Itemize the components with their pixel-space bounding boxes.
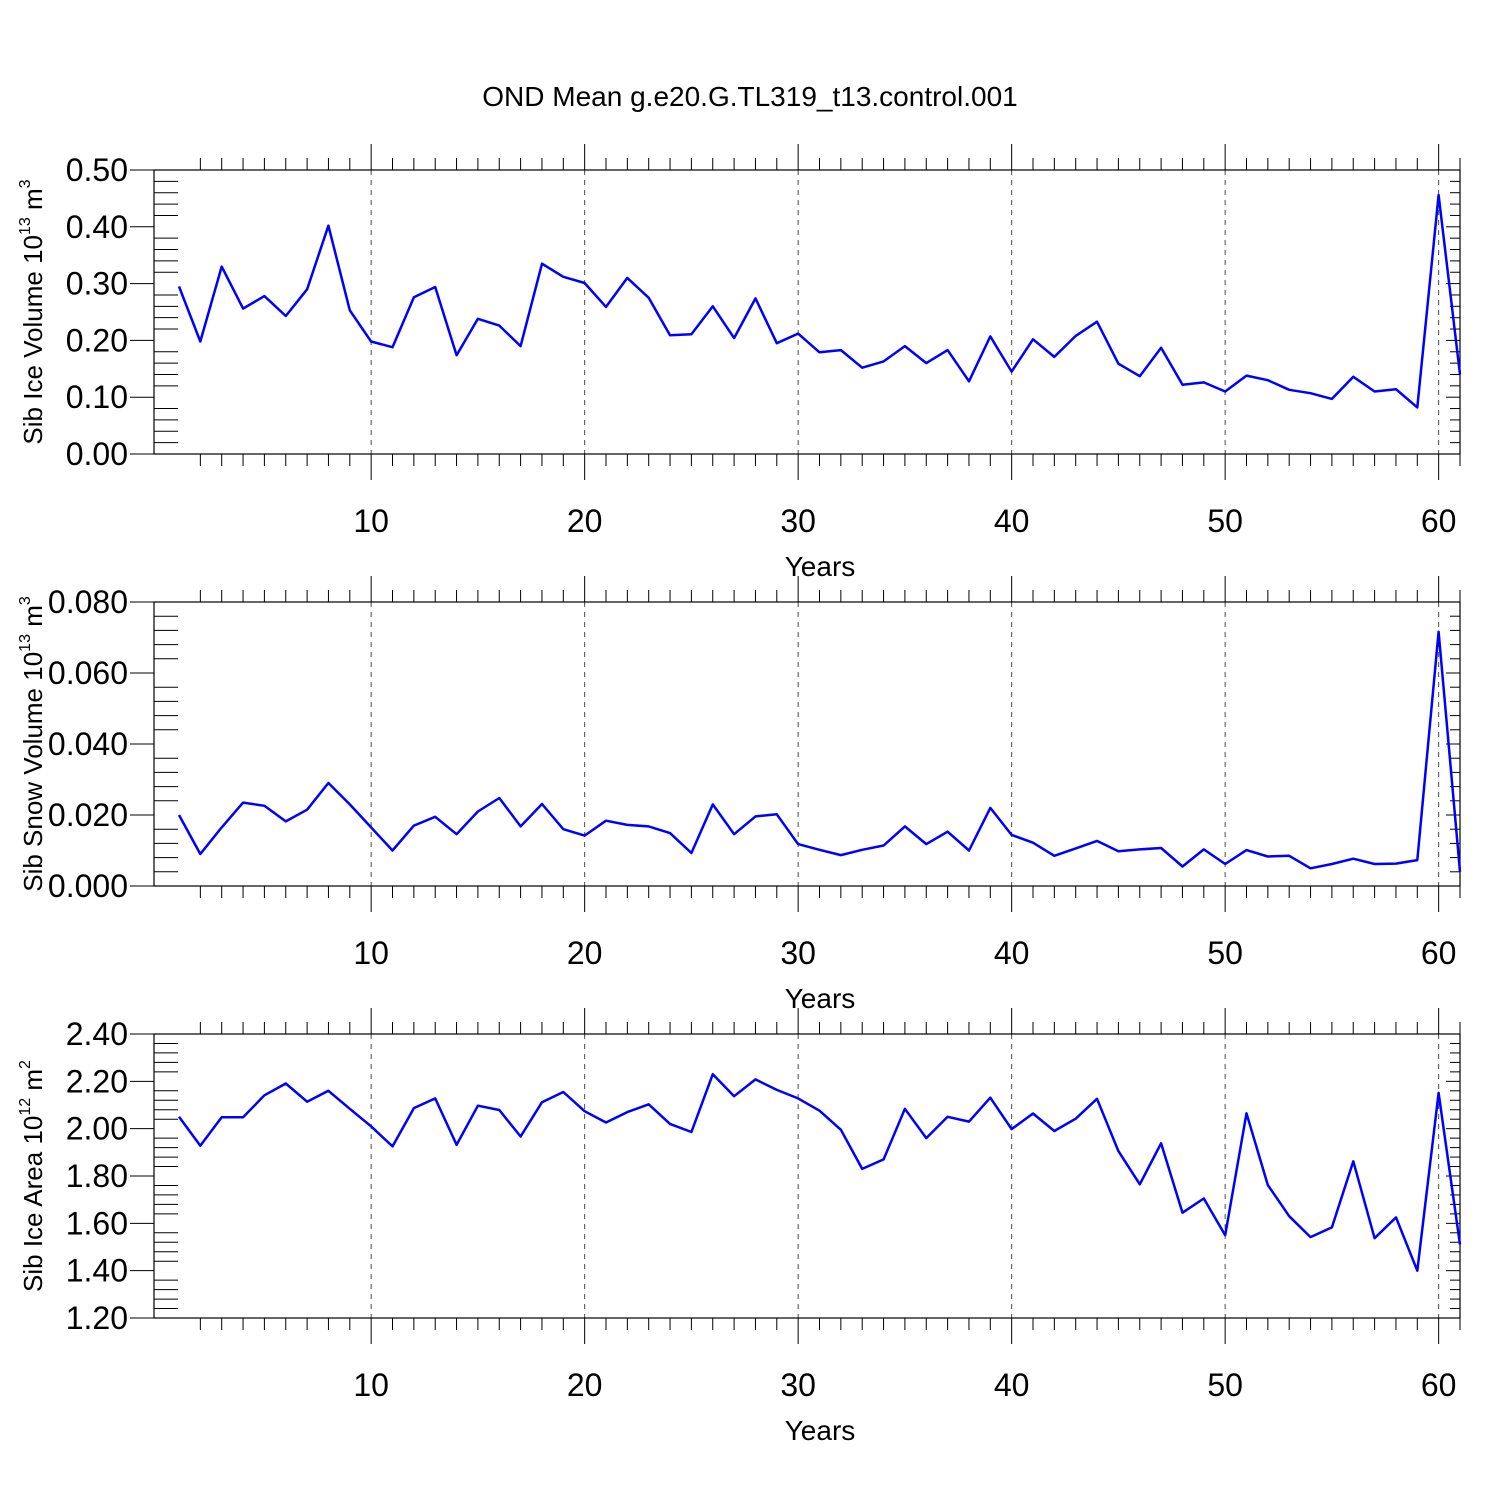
- y-tick-label: 1.80: [66, 1158, 128, 1194]
- y-tick-label: 2.20: [66, 1063, 128, 1099]
- x-tick-label: 20: [567, 503, 603, 539]
- y-tick-label: 0.080: [48, 584, 128, 620]
- x-tick-label: 20: [567, 935, 603, 971]
- y-tick-label: 0.060: [48, 655, 128, 691]
- y-axis-label-main: Sib Ice Area 10: [18, 1116, 48, 1292]
- y-tick-label: 0.20: [66, 322, 128, 358]
- series-line-snow-volume: [177, 630, 1462, 872]
- panels: 0.00 0.10 0.20 0.30 0.40 0.50 10 20 30 40 50 60 Year…: [17, 144, 1462, 1446]
- x-tick-label: 40: [994, 503, 1030, 539]
- y-axis-label-exp: 13: [17, 634, 34, 652]
- x-tick-label: 10: [353, 1367, 389, 1403]
- x-tick-label: 30: [780, 935, 816, 971]
- x-tick-label: 30: [780, 1367, 816, 1403]
- y-tick-label: 0.50: [66, 152, 128, 188]
- y-axis-label-unit-exp: 2: [17, 1060, 34, 1069]
- x-tick-label: 10: [353, 503, 389, 539]
- x-tick-label: 40: [994, 1367, 1030, 1403]
- y-axis-label-main: Sib Snow Volume 10: [18, 652, 48, 892]
- y-axis-label-unit-exp: 3: [17, 596, 34, 605]
- chart-title: OND Mean g.e20.G.TL319_t13.control.001: [482, 81, 1017, 112]
- y-tick-label: 0.40: [66, 209, 128, 245]
- x-tick-label: 50: [1207, 503, 1243, 539]
- x-tick-label: 10: [353, 935, 389, 971]
- y-tick-label: 0.00: [66, 436, 128, 472]
- y-tick-label: 0.040: [48, 726, 128, 762]
- y-axis-label-main: Sib Ice Volume 10: [18, 235, 48, 445]
- y-axis-label-unit: m: [18, 605, 48, 634]
- y-axis-label-exp: 13: [17, 217, 34, 235]
- y-tick-label: 2.00: [66, 1111, 128, 1147]
- x-axis-label: Years: [785, 983, 856, 1014]
- x-tick-label: 50: [1207, 935, 1243, 971]
- series-line-ice-volume: [177, 193, 1462, 409]
- y-axis-label: Sib Ice Area 1012 m2: [17, 1060, 48, 1292]
- panel-ice-volume: 0.00 0.10 0.20 0.30 0.40 0.50 10 20 30 40 50 60 Year…: [17, 144, 1462, 582]
- y-axis-label: Sib Snow Volume 1013 m3: [17, 596, 48, 892]
- x-tick-label: 60: [1421, 935, 1457, 971]
- x-tick-label: 60: [1421, 503, 1457, 539]
- plot-frame: [153, 169, 1461, 455]
- x-tick-label: 50: [1207, 1367, 1243, 1403]
- y-tick-label: 1.60: [66, 1205, 128, 1241]
- x-axis-label: Years: [785, 1415, 856, 1446]
- y-tick-label: 0.10: [66, 379, 128, 415]
- series-line-ice-area: [177, 1072, 1462, 1272]
- y-axis-label-unit: m: [18, 188, 48, 217]
- y-tick-label: 1.40: [66, 1253, 128, 1289]
- plot-frame: [153, 601, 1461, 887]
- y-axis-label: Sib Ice Volume 1013 m3: [17, 179, 48, 444]
- x-tick-label: 60: [1421, 1367, 1457, 1403]
- x-tick-label: 40: [994, 935, 1030, 971]
- y-axis-label-unit-exp: 3: [17, 179, 34, 188]
- x-tick-label: 20: [567, 1367, 603, 1403]
- y-tick-label: 0.30: [66, 266, 128, 302]
- y-tick-label: 1.20: [66, 1300, 128, 1336]
- y-tick-label: 0.000: [48, 868, 128, 904]
- panel-snow-volume: 0.000 0.020 0.040 0.060 0.080 10 20 30 40 50 60 Yea…: [17, 576, 1462, 1014]
- x-axis-label: Years: [785, 551, 856, 582]
- panel-ice-area: 1.20 1.40 1.60 1.80 2.00 2.20 2.40 10 20 30 40 50 60…: [17, 1008, 1462, 1446]
- y-tick-label: 0.020: [48, 797, 128, 833]
- y-axis-label-exp: 12: [17, 1098, 34, 1116]
- x-tick-label: 30: [780, 503, 816, 539]
- y-axis-label-unit: m: [18, 1069, 48, 1098]
- y-tick-label: 2.40: [66, 1016, 128, 1052]
